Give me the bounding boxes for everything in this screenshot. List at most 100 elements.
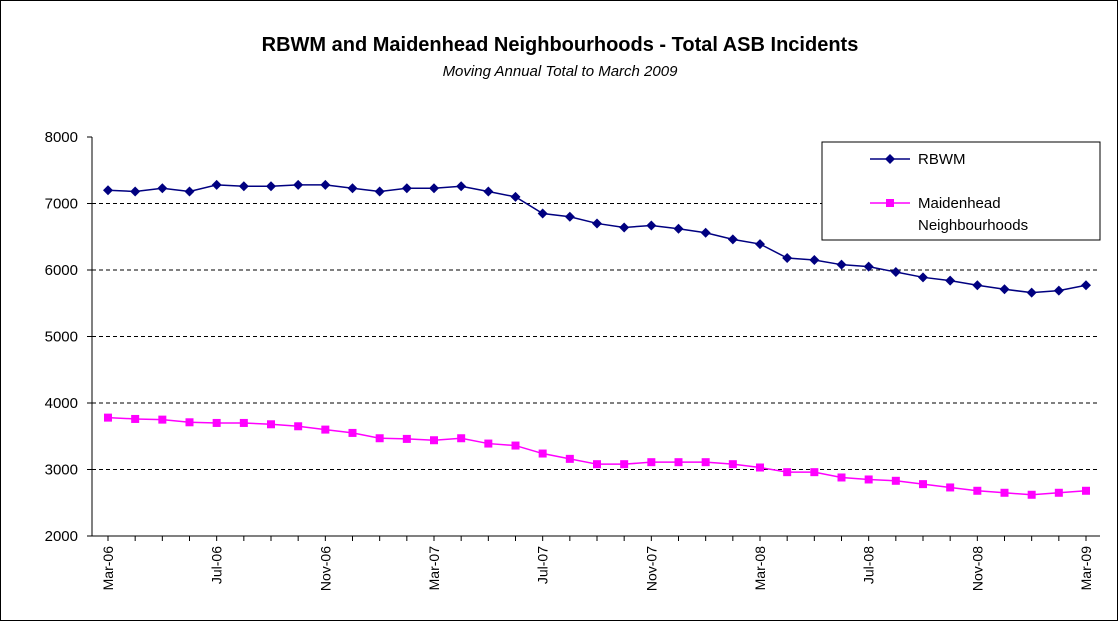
data-point	[1082, 486, 1090, 495]
y-tick-label: 3000	[45, 462, 78, 479]
data-point	[973, 486, 982, 495]
data-point	[130, 186, 141, 197]
data-point	[946, 483, 955, 492]
data-point	[185, 418, 194, 427]
data-point	[701, 458, 710, 467]
y-tick-label: 7000	[45, 196, 78, 213]
data-point	[484, 439, 493, 448]
data-point	[890, 266, 901, 277]
data-point	[294, 422, 303, 431]
data-point	[593, 460, 601, 469]
data-point	[972, 280, 983, 291]
data-point	[782, 253, 793, 264]
data-point	[211, 179, 222, 190]
data-point	[646, 220, 657, 231]
data-point	[347, 183, 358, 194]
legend-label: RBWM	[918, 151, 966, 168]
data-point	[891, 476, 900, 485]
data-point	[755, 239, 765, 250]
y-tick-label: 2000	[45, 528, 78, 545]
data-point	[727, 234, 738, 245]
y-tick-label: 8000	[45, 129, 78, 146]
data-point	[756, 463, 764, 472]
data-point	[320, 179, 331, 190]
data-point	[184, 186, 195, 197]
x-tick-label: Mar-06	[100, 546, 116, 591]
data-point	[945, 275, 956, 286]
x-tick-label: Nov-07	[643, 546, 659, 591]
data-point	[511, 441, 520, 450]
data-point	[212, 418, 221, 427]
data-point	[374, 186, 385, 197]
y-tick-label: 5000	[45, 329, 78, 346]
data-point	[810, 468, 819, 477]
data-point	[293, 179, 304, 190]
data-point	[783, 468, 792, 477]
data-point	[457, 434, 466, 443]
data-point	[348, 428, 357, 437]
data-point	[1053, 285, 1064, 296]
data-point	[619, 222, 630, 233]
data-point	[157, 183, 168, 194]
data-point	[537, 208, 548, 219]
data-point	[1054, 488, 1063, 497]
data-point	[104, 413, 112, 422]
data-point	[919, 480, 927, 489]
data-point	[375, 434, 384, 443]
data-point	[103, 185, 113, 196]
data-point	[483, 186, 494, 197]
data-point	[267, 420, 275, 429]
data-point	[239, 418, 248, 427]
data-point	[885, 154, 895, 164]
data-point	[538, 449, 547, 458]
data-point	[1026, 287, 1037, 298]
data-point	[700, 227, 711, 238]
data-point	[402, 434, 411, 443]
legend-label: Maidenhead Neighbourhoods	[918, 195, 1028, 234]
x-tick-label: Jul-06	[209, 546, 225, 584]
data-point	[1027, 490, 1036, 499]
data-point	[918, 272, 928, 283]
data-point	[565, 454, 574, 463]
data-point	[510, 191, 521, 202]
chart-title: RBWM and Maidenhead Neighbourhoods - Tot…	[262, 34, 859, 56]
data-point	[131, 414, 140, 423]
y-tick-label: 6000	[45, 262, 78, 279]
x-tick-label: Nov-06	[317, 546, 333, 591]
data-point	[647, 458, 656, 467]
data-point	[592, 218, 602, 229]
x-tick-label: Nov-08	[969, 546, 985, 591]
data-point	[564, 211, 575, 222]
data-point	[620, 460, 629, 469]
data-point	[401, 183, 412, 194]
legend-box	[821, 141, 1101, 241]
data-point	[456, 181, 467, 192]
data-point	[1081, 280, 1091, 291]
data-point	[836, 259, 847, 270]
chart-subtitle: Moving Annual Total to March 2009	[443, 63, 679, 80]
data-point	[158, 415, 167, 424]
data-point	[863, 261, 874, 272]
data-point	[321, 425, 330, 434]
y-tick-label: 4000	[45, 395, 78, 412]
data-point	[266, 181, 276, 192]
data-point	[238, 181, 249, 192]
data-point	[809, 255, 820, 266]
x-tick-label: Mar-08	[752, 546, 768, 591]
data-point	[728, 460, 737, 469]
data-point	[864, 475, 873, 484]
x-tick-label: Mar-07	[426, 546, 442, 591]
x-tick-label: Mar-09	[1078, 546, 1094, 591]
x-tick-label: Jul-08	[861, 546, 877, 584]
data-point	[999, 284, 1010, 295]
x-tick-label: Jul-07	[535, 546, 551, 584]
data-point	[886, 199, 894, 207]
data-point	[1000, 488, 1009, 497]
data-point	[674, 458, 683, 467]
data-point	[673, 223, 684, 234]
data-point	[429, 183, 439, 194]
data-point	[430, 436, 438, 445]
data-point	[837, 473, 846, 482]
